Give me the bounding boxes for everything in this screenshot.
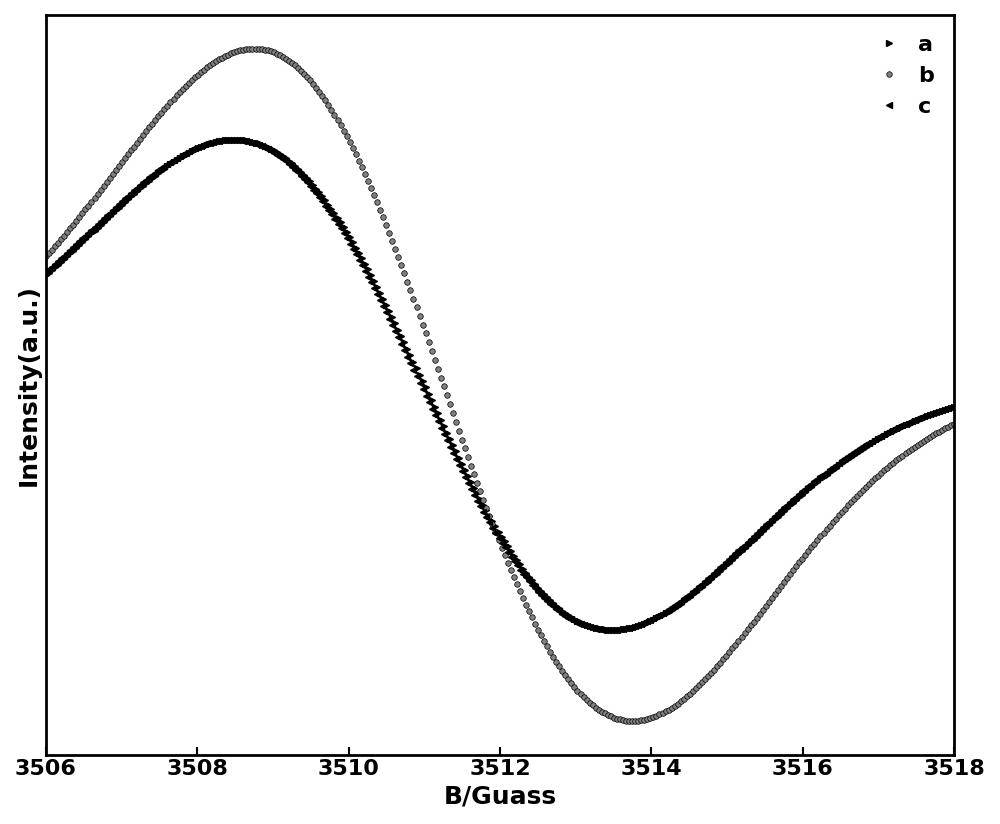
a <box>40 270 52 280</box>
b <box>250 44 262 54</box>
b <box>584 698 596 708</box>
b <box>43 248 55 258</box>
Legend: a, b, c: a, b, c <box>869 26 943 126</box>
c <box>811 474 823 484</box>
b <box>626 716 638 726</box>
c <box>605 625 617 635</box>
a <box>43 268 55 278</box>
a <box>869 436 881 446</box>
a <box>584 621 596 631</box>
b <box>869 473 881 483</box>
c <box>948 401 960 411</box>
a <box>811 477 823 487</box>
a <box>948 402 960 412</box>
c <box>599 625 611 634</box>
a <box>608 625 620 635</box>
b <box>581 695 593 705</box>
a <box>228 134 240 144</box>
Line: a: a <box>43 137 957 633</box>
X-axis label: B/Guass: B/Guass <box>443 785 557 809</box>
c <box>869 434 881 444</box>
c <box>40 267 52 277</box>
a <box>599 625 611 634</box>
b <box>599 709 611 719</box>
c <box>43 265 55 274</box>
b <box>811 535 823 545</box>
c <box>581 621 593 631</box>
b <box>948 419 960 428</box>
a <box>581 620 593 630</box>
Line: b: b <box>43 46 957 723</box>
b <box>40 251 52 261</box>
Line: c: c <box>43 137 957 633</box>
c <box>584 622 596 632</box>
c <box>225 134 237 144</box>
Y-axis label: Intensity(a.u.): Intensity(a.u.) <box>16 283 40 486</box>
